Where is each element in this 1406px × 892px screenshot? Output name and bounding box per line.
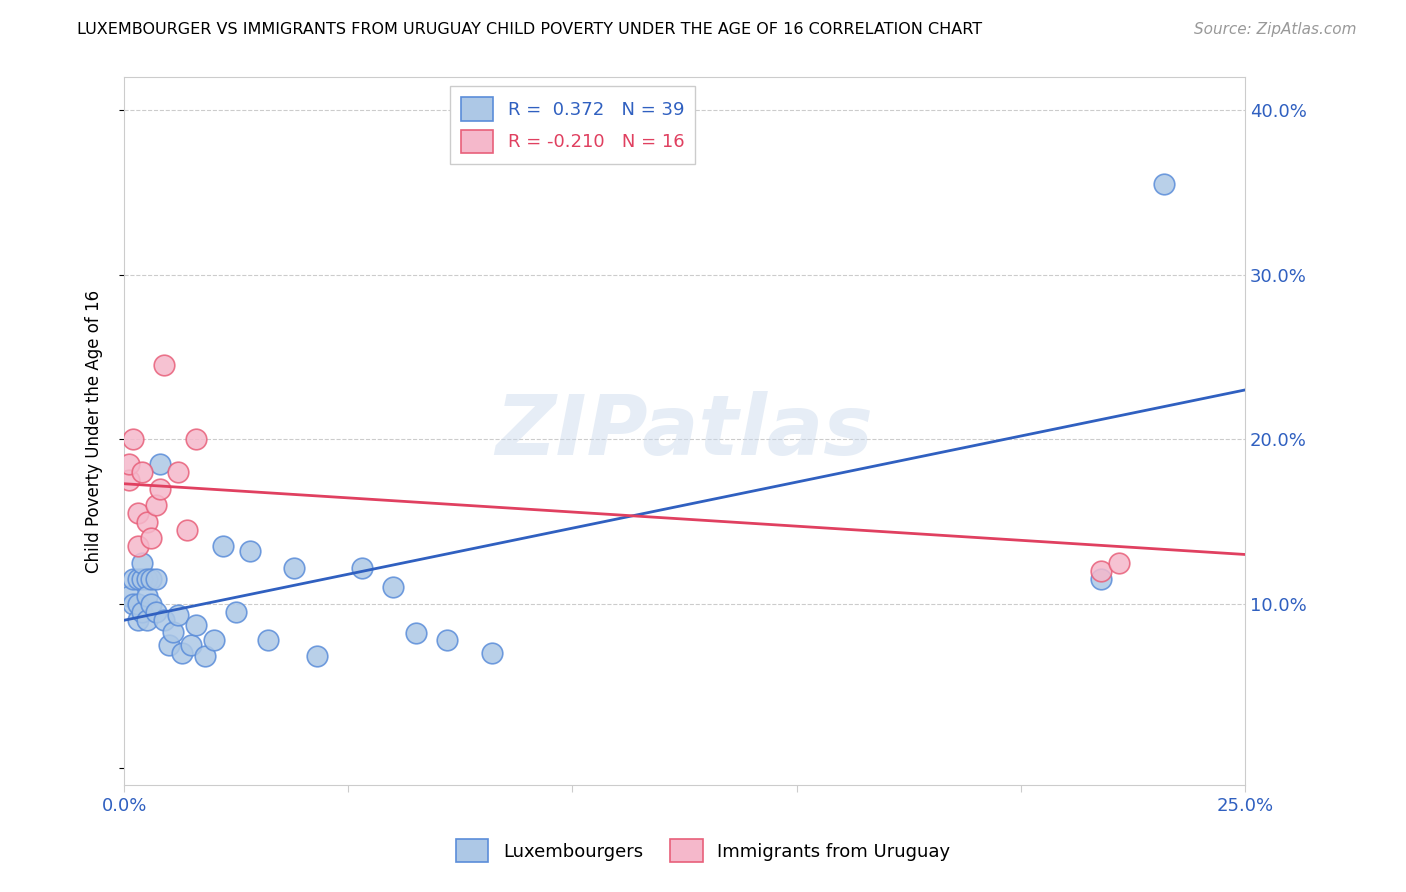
Point [350,560,373,574]
Point [139,572,162,586]
Text: Source: ZipAtlas.com: Source: ZipAtlas.com [1194,22,1357,37]
Point [149,457,172,471]
Point [225,605,247,619]
Point [436,632,458,647]
Point [1090,572,1112,586]
Point [122,572,145,586]
Point [202,632,225,647]
Text: LUXEMBOURGER VS IMMIGRANTS FROM URUGUAY CHILD POVERTY UNDER THE AGE OF 16 CORREL: LUXEMBOURGER VS IMMIGRANTS FROM URUGUAY … [77,22,983,37]
Point [135,572,157,586]
Point [167,608,190,623]
Point [184,618,207,632]
Point [167,465,190,479]
Point [135,515,157,529]
Point [176,523,198,537]
Point [131,572,153,586]
Point [127,613,149,627]
Point [239,544,262,558]
Point [127,572,149,586]
Point [382,580,405,594]
Point [305,649,328,664]
Point [157,638,180,652]
Point [172,646,194,660]
Point [131,556,153,570]
Point [139,531,162,545]
Point [283,560,305,574]
Point [131,465,153,479]
Point [127,597,149,611]
Point [131,605,153,619]
Point [162,624,184,639]
Point [153,613,176,627]
Point [1153,178,1175,192]
Point [180,638,202,652]
Text: ZIPatlas: ZIPatlas [495,391,873,472]
Legend: R =  0.372   N = 39, R = -0.210   N = 16: R = 0.372 N = 39, R = -0.210 N = 16 [450,87,695,163]
Point [1090,564,1112,578]
Point [149,482,172,496]
Point [145,572,167,586]
Point [139,597,162,611]
Legend: Luxembourgers, Immigrants from Uruguay: Luxembourgers, Immigrants from Uruguay [449,832,957,870]
Point [117,457,139,471]
Point [117,589,139,603]
Point [405,626,427,640]
Point [117,474,139,488]
Point [256,632,278,647]
Point [127,539,149,553]
Point [145,605,167,619]
Point [135,589,157,603]
Point [153,359,176,373]
Point [481,646,503,660]
Point [135,613,157,627]
Y-axis label: Child Poverty Under the Age of 16: Child Poverty Under the Age of 16 [86,290,103,573]
Point [194,649,217,664]
Point [184,433,207,447]
Point [145,498,167,512]
Point [127,506,149,520]
Point [1108,556,1130,570]
Point [122,597,145,611]
Point [122,433,145,447]
Point [211,539,233,553]
